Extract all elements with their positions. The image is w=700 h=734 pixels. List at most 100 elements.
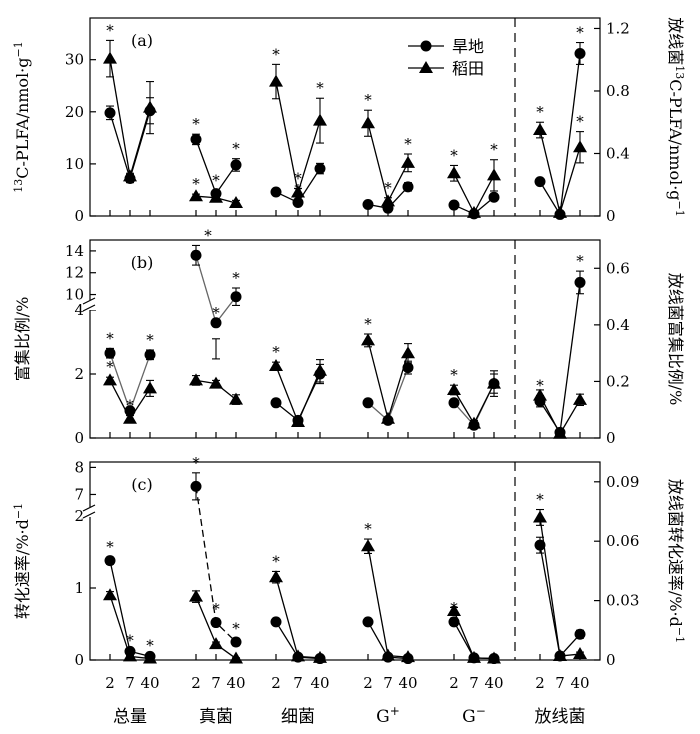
axis-break-mark [82, 511, 96, 519]
data-point-circle [190, 249, 202, 261]
data-point-circle [448, 199, 460, 211]
y-label-unit-sup: −1 [674, 201, 687, 217]
data-point-circle [292, 196, 304, 208]
data-point-circle [534, 539, 546, 551]
data-point-triangle [533, 123, 547, 136]
y-label-text: C-PLFA/nmol·g [666, 79, 685, 200]
data-point-triangle [401, 650, 415, 663]
y-axis-label-left: 13C-PLFA/nmol·g−1 [12, 41, 33, 192]
significance-star: * [232, 269, 240, 287]
data-point-circle [210, 617, 222, 629]
left-tick-label: 2 [74, 507, 84, 525]
significance-star: * [192, 175, 200, 193]
data-point-triangle [209, 376, 223, 389]
significance-star: * [146, 331, 154, 349]
data-point-triangle [291, 415, 305, 427]
data-point-triangle [291, 185, 305, 198]
data-point-circle [314, 163, 326, 175]
series-dryland: * * * * * [104, 24, 586, 220]
data-point-circle [104, 347, 116, 359]
y-label-sup: 13 [674, 65, 687, 79]
data-point-triangle [381, 194, 395, 207]
data-point-triangle [361, 333, 375, 346]
data-point-circle [230, 159, 242, 171]
significance-star: * [106, 21, 114, 39]
data-point-triangle [143, 651, 157, 664]
series-line [539, 517, 581, 657]
significance-star: * [576, 252, 584, 270]
x-tick-label: 7 [469, 674, 479, 692]
y-label-text: 放线菌富集比例/% [666, 273, 685, 406]
panel-label: (c) [131, 475, 152, 494]
legend-label-paddy: 稻田 [452, 59, 484, 78]
significance-star: * [316, 79, 324, 97]
significance-star: * [364, 91, 372, 109]
data-point-circle [534, 176, 546, 188]
significance-star: * [212, 171, 220, 189]
axis-break-mark [82, 304, 96, 312]
panel-label: (a) [131, 31, 153, 50]
significance-star: * [404, 135, 412, 153]
group-label-text: 放线菌 [535, 707, 586, 727]
significance-star: * [106, 329, 114, 347]
left-tick-label: 8 [74, 458, 84, 476]
x-tick-label: 40 [484, 674, 503, 692]
data-point-triangle [143, 100, 157, 113]
data-point-circle [270, 186, 282, 198]
axis-break-gap [84, 300, 96, 310]
y-label-unit-sup: −1 [12, 503, 25, 519]
x-tick-label: 40 [398, 674, 417, 692]
right-tick-label: 0.06 [606, 532, 639, 550]
data-point-circle [144, 349, 156, 361]
data-point-triangle [189, 189, 203, 202]
data-point-triangle [361, 539, 375, 552]
right-tick-label: 0 [606, 429, 616, 447]
data-point-triangle [103, 373, 117, 386]
data-point-circle [362, 199, 374, 211]
group-label-text: 总量 [113, 707, 147, 727]
data-point-triangle [209, 637, 223, 650]
group-label-text: 真菌 [199, 707, 233, 727]
left-tick-label: 10 [65, 286, 84, 304]
data-point-triangle [487, 376, 501, 389]
group-label: 细菌 [281, 707, 315, 727]
data-point-triangle [269, 74, 283, 87]
series-paddy: * * * * * [103, 315, 587, 439]
significance-star: * [576, 113, 584, 131]
x-tick-label: 40 [226, 674, 245, 692]
left-tick-label: 0 [74, 651, 84, 669]
data-point-triangle [123, 411, 137, 424]
group-label: G+ [376, 704, 400, 727]
axis-break-mark [82, 504, 96, 512]
y-axis-label-left: 富集比例/% [13, 297, 32, 382]
significance-star: * [450, 366, 458, 384]
data-point-triangle [467, 650, 481, 663]
x-tick-label: 40 [570, 674, 589, 692]
significance-star: * [490, 141, 498, 159]
data-point-circle [190, 133, 202, 145]
y-label-prefix: 放线菌 [666, 17, 685, 65]
series-line [367, 546, 409, 658]
data-point-triangle [103, 588, 117, 601]
data-point-circle [402, 181, 414, 193]
series-dryland: * * * * * * * [104, 454, 586, 665]
y-label-text: 放线菌转化速率/%·d [666, 479, 685, 627]
significance-star: * [126, 397, 134, 415]
data-point-triangle [229, 195, 243, 208]
panel-label: (b) [131, 253, 154, 272]
data-point-triangle [123, 169, 137, 182]
significance-star: * [212, 600, 220, 618]
series-dryland: * * * * * * * [104, 226, 586, 438]
left-tick-label: 14 [65, 242, 84, 260]
group-label: 真菌 [199, 707, 233, 727]
right-tick-label: 0.4 [606, 316, 630, 334]
data-point-triangle [533, 510, 547, 523]
significance-star: * [106, 538, 114, 556]
data-point-triangle [573, 647, 587, 660]
data-point-circle [574, 47, 586, 59]
panel-frame [89, 461, 601, 661]
x-tick-label: 7 [211, 674, 221, 692]
left-tick-label: 10 [65, 155, 84, 173]
x-tick-label: 2 [191, 674, 201, 692]
